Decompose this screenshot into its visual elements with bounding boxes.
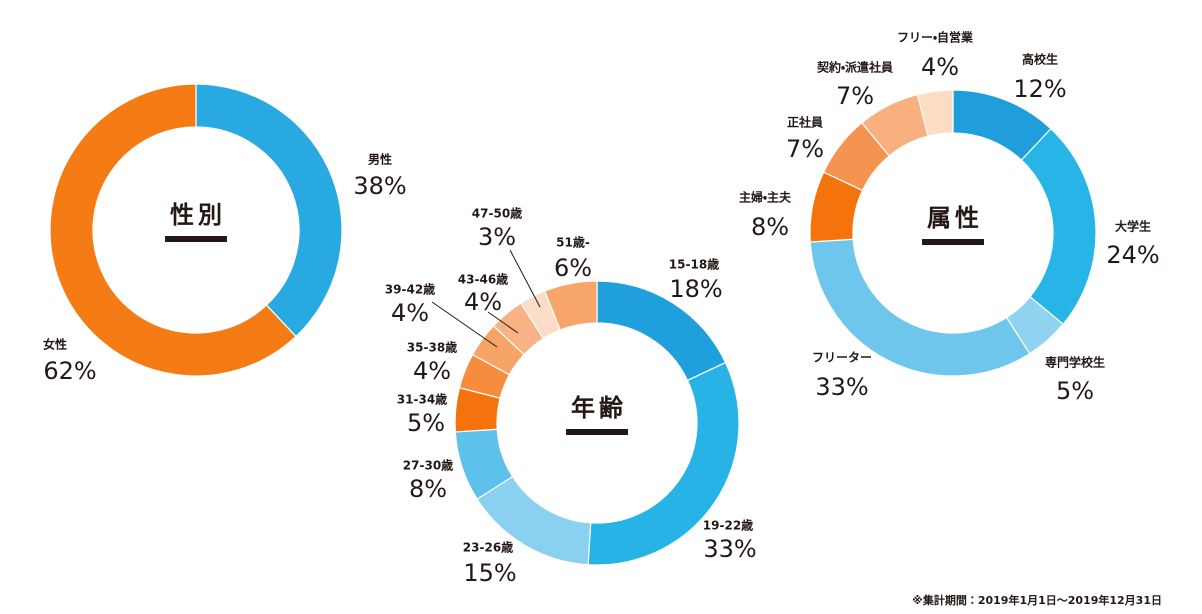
value-label: 3% [478,223,516,251]
chart-title: 属性 [927,204,983,232]
category-label: 23-26歳 [463,540,513,555]
footnote: ※集計期間：2019年1月1日～2019年12月31日 [912,593,1162,607]
value-label: 33% [703,535,756,563]
category-label: 19-22歳 [703,518,753,533]
value-label: 4% [921,53,959,81]
category-label: 大学生 [1115,219,1151,234]
donut-segment [809,238,1031,377]
donut-segment [49,83,297,377]
category-label: 35-38歳 [407,340,457,355]
value-label: 5% [407,409,445,437]
category-label: 51歳- [556,235,590,250]
donut-segment [195,83,343,338]
category-label: 31-34歳 [397,392,447,407]
category-label: 男性 [368,152,392,167]
donut-segment [543,280,598,331]
donut-segment [587,361,740,566]
title-underline [566,429,628,435]
leader-line [431,301,498,348]
category-label: 専門学校生 [1045,355,1105,370]
category-label: 39-42歳 [385,282,435,297]
category-label: 高校生 [1022,52,1058,67]
category-label: 正社員 [787,115,823,130]
category-label: 契約・派遣社員 [817,60,893,75]
value-label: 7% [836,82,874,110]
chart-title: 性別 [170,201,226,229]
title-underline [922,239,984,245]
category-label: 47-50歳 [472,206,522,221]
chart-title: 年齢 [571,394,627,422]
value-label: 15% [463,559,516,587]
value-label: 7% [786,135,824,163]
value-label: 38% [353,172,406,200]
value-label: 8% [409,475,447,503]
value-label: 24% [1106,241,1159,269]
donut-segment [1020,127,1097,325]
value-label: 12% [1013,75,1066,103]
leader-line [509,249,541,308]
category-label: 15-18歳 [669,257,719,272]
value-label: 18% [669,275,722,303]
category-label: フリーター [812,351,872,365]
donut-segment [916,89,954,137]
value-label: 4% [464,288,502,316]
value-label: 33% [815,373,868,401]
category-label: 27-30歳 [403,458,453,473]
value-label: 4% [391,299,429,327]
category-label: フリー・自営業 [897,30,974,45]
category-label: 43-46歳 [458,272,508,287]
value-label: 6% [554,254,592,282]
value-label: 8% [751,213,789,241]
value-label: 5% [1056,377,1094,405]
value-label: 62% [43,357,96,385]
category-label: 女性 [43,337,67,352]
category-label: 主婦・主夫 [739,190,792,205]
leader-line [487,311,519,334]
title-underline [165,236,227,242]
value-label: 4% [413,357,451,385]
